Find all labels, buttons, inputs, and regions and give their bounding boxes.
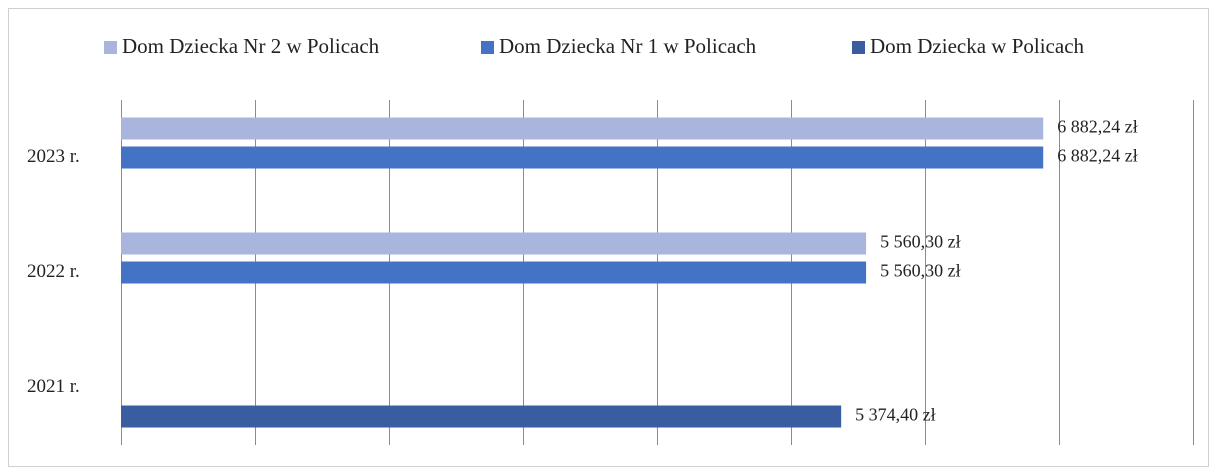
data-label: 5 374,40 zł bbox=[855, 405, 936, 425]
bar bbox=[121, 232, 867, 255]
bar bbox=[121, 405, 842, 428]
bar bbox=[121, 117, 1044, 140]
legend-swatch bbox=[481, 41, 494, 54]
data-label: 5 560,30 zł bbox=[880, 232, 961, 252]
bar bbox=[121, 146, 1044, 169]
data-label: 5 560,30 zł bbox=[880, 261, 961, 281]
data-label: 6 882,24 zł bbox=[1057, 146, 1138, 166]
legend-label: Dom Dziecka w Policach bbox=[870, 34, 1085, 58]
legend-label: Dom Dziecka Nr 1 w Policach bbox=[499, 34, 757, 58]
legend-swatch bbox=[852, 41, 865, 54]
y-tick-label: 2022 r. bbox=[27, 261, 80, 282]
legend-label: Dom Dziecka Nr 2 w Policach bbox=[122, 34, 380, 58]
bar bbox=[121, 261, 867, 284]
data-label: 6 882,24 zł bbox=[1057, 117, 1138, 137]
legend-swatch bbox=[104, 41, 117, 54]
y-tick-label: 2023 r. bbox=[27, 146, 80, 167]
y-tick-label: 2021 r. bbox=[27, 376, 80, 397]
